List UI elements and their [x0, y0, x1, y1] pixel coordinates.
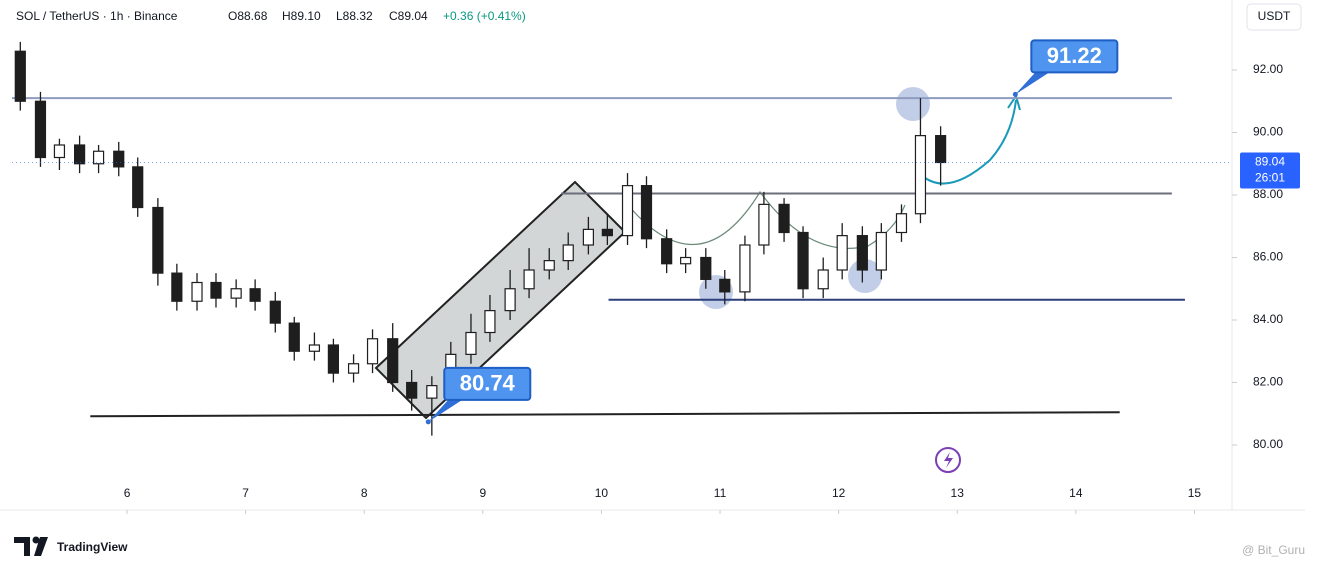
candle-body — [92, 150, 105, 165]
candle-body — [504, 288, 516, 312]
ohlc-close: C89.04 — [389, 9, 428, 23]
logo-icon — [14, 537, 30, 556]
candle-body — [601, 228, 613, 237]
y-tick-label: 82.00 — [1253, 375, 1283, 389]
y-tick-label: 92.00 — [1253, 62, 1283, 76]
x-tick-label: 15 — [1188, 486, 1202, 500]
candle-body — [797, 231, 809, 290]
callout-point — [425, 419, 431, 425]
candle-body — [700, 256, 712, 280]
candle-body — [269, 300, 281, 324]
candle-body — [562, 244, 574, 262]
logo-icon — [34, 537, 48, 556]
candle-body — [465, 331, 477, 355]
x-tick-label: 12 — [832, 486, 846, 500]
countdown: 26:01 — [1255, 171, 1285, 185]
candle-body — [661, 238, 673, 265]
candle-body — [74, 144, 86, 165]
candle-body — [132, 166, 144, 209]
x-tick-label: 10 — [595, 486, 609, 500]
callout-box — [443, 366, 532, 401]
candle-body — [406, 381, 418, 399]
y-tick-label: 80.00 — [1253, 437, 1283, 451]
x-tick-label: 9 — [479, 486, 486, 500]
x-tick-label: 14 — [1069, 486, 1083, 500]
logo-icon — [32, 536, 40, 544]
candle-body — [836, 235, 848, 271]
y-tick-label: 88.00 — [1253, 187, 1283, 201]
y-tick-label: 84.00 — [1253, 312, 1283, 326]
candle-body — [680, 256, 692, 265]
candle-body — [484, 310, 496, 334]
ohlc-open: O88.68 — [228, 9, 268, 23]
candle-body — [14, 50, 26, 102]
event-icon — [935, 447, 961, 473]
currency: USDT — [1258, 9, 1291, 23]
callout-label: 91.22 — [1047, 43, 1102, 68]
candle-body — [113, 150, 125, 168]
symbol: SOL / TetherUS · 1h · Binance — [16, 9, 178, 23]
candle-body — [719, 278, 731, 293]
candle-body — [778, 203, 790, 234]
price-tag-value: 89.04 — [1255, 155, 1285, 169]
candle-body — [34, 100, 47, 159]
callout-point — [1012, 91, 1018, 97]
y-tick-label: 90.00 — [1253, 125, 1283, 139]
callout-box — [1030, 39, 1119, 74]
candle-body — [171, 272, 183, 302]
candle-body — [210, 281, 222, 299]
y-tick-label: 86.00 — [1253, 250, 1283, 264]
currency-box — [1246, 3, 1302, 31]
x-tick-label: 6 — [124, 486, 131, 500]
callout-tail — [428, 399, 463, 422]
highlight-circle — [848, 259, 882, 293]
watermark: @ Bit_Guru — [1242, 543, 1305, 557]
x-tick-label: 8 — [361, 486, 368, 500]
candle-body — [366, 338, 379, 365]
candle-body — [621, 185, 634, 237]
ohlc-low: L88.32 — [336, 9, 373, 23]
price-tag — [1240, 152, 1300, 189]
candle-body — [914, 135, 927, 215]
candle-body — [249, 288, 261, 302]
branding: TradingView — [57, 540, 128, 554]
candle-body — [523, 269, 535, 290]
candle-body — [758, 203, 770, 246]
candle-body — [582, 228, 594, 246]
x-tick-label: 7 — [242, 486, 249, 500]
x-tick-label: 13 — [951, 486, 965, 500]
candle-body — [152, 206, 164, 274]
candle-body — [53, 144, 66, 159]
event-icon — [944, 452, 953, 468]
highlight-circle — [896, 87, 930, 121]
candle-body — [817, 269, 829, 290]
candle-body — [935, 135, 947, 164]
candle-body — [327, 344, 340, 374]
candle-body — [895, 213, 908, 234]
candle-body — [875, 231, 887, 271]
candle-body — [543, 260, 555, 271]
candle-body — [739, 244, 751, 293]
candle-body — [426, 385, 438, 399]
level-line — [90, 411, 1120, 418]
callout-tail — [1015, 72, 1050, 95]
candle-body — [856, 235, 868, 271]
candle-body — [230, 288, 242, 299]
projection-arrow — [917, 99, 1017, 185]
candle-body — [191, 281, 203, 302]
ohlc-change: +0.36 (+0.41%) — [443, 9, 526, 23]
candle-body — [387, 338, 399, 384]
candle-body — [288, 322, 300, 352]
candle-body — [640, 185, 653, 240]
ohlc-high: H89.10 — [282, 9, 321, 23]
candle-body — [347, 363, 360, 374]
x-tick-label: 11 — [714, 486, 727, 500]
candle-body — [308, 344, 321, 352]
callout-label: 80.74 — [460, 371, 516, 396]
